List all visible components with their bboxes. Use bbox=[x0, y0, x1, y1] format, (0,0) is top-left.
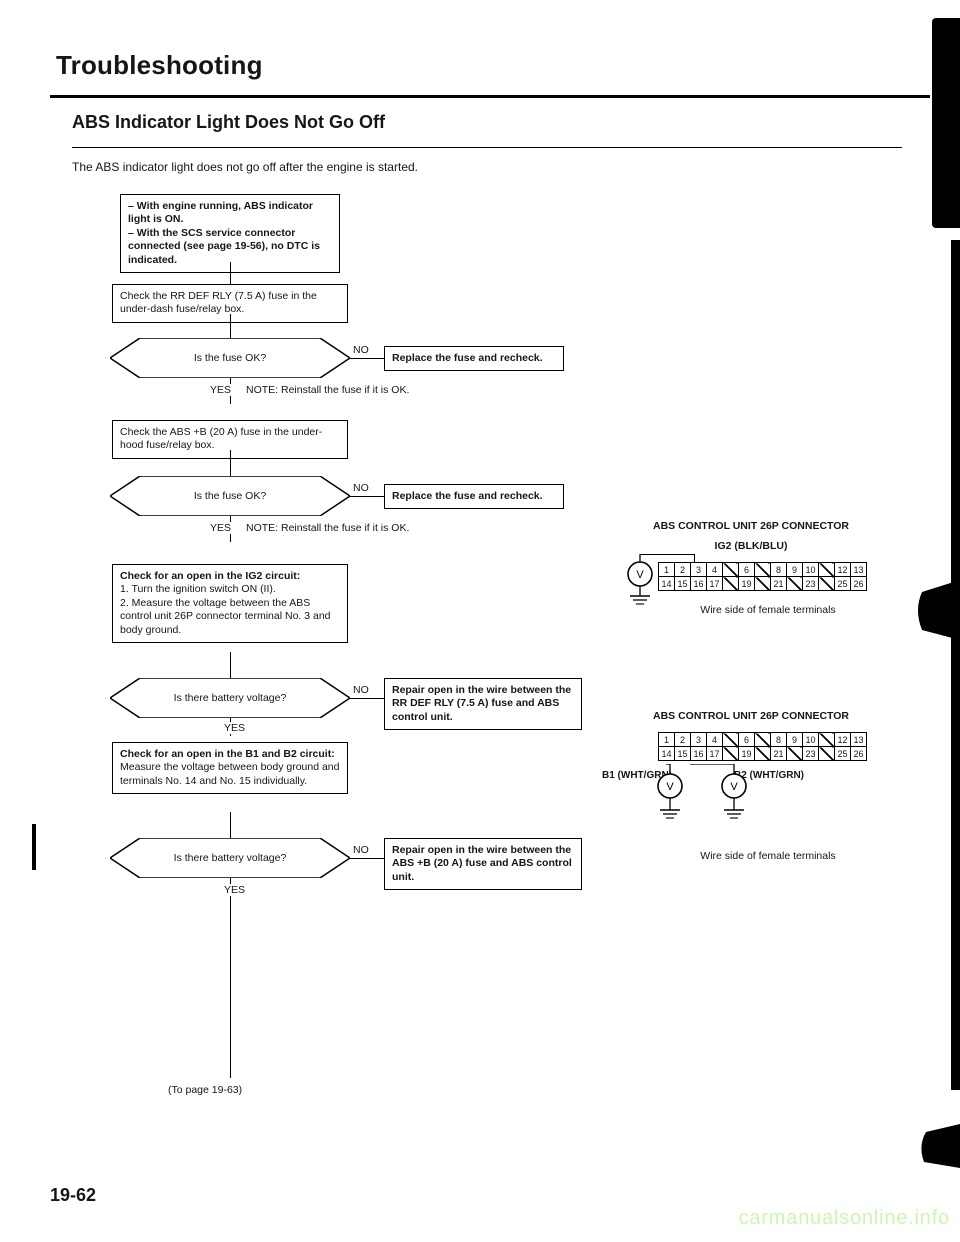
section-subtitle: The ABS indicator light does not go off … bbox=[72, 160, 930, 174]
connector-pin-table-1: 1234689101213141516171921232526 bbox=[658, 562, 867, 591]
reinstall-note-1: NOTE: Reinstall the fuse if it is OK. bbox=[246, 384, 409, 396]
check-rr-text: Check the RR DEF RLY (7.5 A) fuse in the… bbox=[120, 290, 317, 315]
page-title: Troubleshooting bbox=[56, 50, 930, 81]
edge-side-bar bbox=[951, 240, 960, 1090]
check-b1b2-head: Check for an open in the B1 and B2 circu… bbox=[120, 748, 335, 760]
left-edge-tick bbox=[32, 824, 36, 870]
edge-tab-mid bbox=[914, 580, 960, 640]
svg-text:V: V bbox=[636, 569, 644, 581]
no-label: NO bbox=[353, 344, 369, 356]
decision-voltage-1-text: Is there battery voltage? bbox=[110, 678, 350, 718]
connector-line bbox=[640, 554, 694, 555]
no-label: NO bbox=[353, 482, 369, 494]
edge-tab-bottom bbox=[918, 1124, 960, 1168]
no-label: NO bbox=[353, 684, 369, 696]
check-ig2-body: 1. Turn the ignition switch ON (II).2. M… bbox=[120, 583, 331, 635]
section-title: ABS Indicator Light Does Not Go Off bbox=[72, 112, 930, 133]
connector-line bbox=[230, 878, 231, 1078]
connector-title-1: ABS CONTROL UNIT 26P CONNECTOR bbox=[626, 520, 876, 532]
section-rule bbox=[72, 147, 902, 148]
decision-voltage-1: Is there battery voltage? bbox=[110, 678, 350, 718]
voltmeter-icon: V bbox=[620, 554, 660, 610]
connector-line bbox=[694, 554, 695, 562]
reinstall-note-2: NOTE: Reinstall the fuse if it is OK. bbox=[246, 522, 409, 534]
connector-line bbox=[350, 698, 384, 699]
wire-caption-1: Wire side of female terminals bbox=[658, 604, 878, 616]
connector-line bbox=[350, 858, 384, 859]
watermark: carmanualsonline.info bbox=[739, 1207, 950, 1230]
svg-text:V: V bbox=[666, 781, 674, 793]
decision-fuse-2: Is the fuse OK? bbox=[110, 476, 350, 516]
ig2-label: IG2 (BLK/BLU) bbox=[696, 540, 806, 552]
check-ig2-box: Check for an open in the IG2 circuit: 1.… bbox=[112, 564, 348, 643]
flowchart: – With engine running, ABS indicator lig… bbox=[60, 194, 920, 1184]
decision-voltage-2: Is there battery voltage? bbox=[110, 838, 350, 878]
connector-line bbox=[230, 812, 231, 838]
top-rule bbox=[50, 95, 930, 98]
decision-fuse-1-text: Is the fuse OK? bbox=[110, 338, 350, 378]
connector-line bbox=[230, 262, 231, 284]
repair-open-1: Repair open in the wire between the RR D… bbox=[384, 678, 582, 730]
no-label: NO bbox=[353, 844, 369, 856]
edge-tab-top bbox=[932, 18, 960, 228]
connector-line bbox=[230, 652, 231, 678]
connector-line bbox=[350, 496, 384, 497]
yes-label: YES bbox=[210, 384, 231, 396]
yes-label: YES bbox=[224, 722, 245, 734]
yes-label: YES bbox=[210, 522, 231, 534]
connector-line bbox=[230, 450, 231, 476]
page-number: 19-62 bbox=[50, 1185, 96, 1206]
decision-fuse-1: Is the fuse OK? bbox=[110, 338, 350, 378]
connector-line bbox=[230, 314, 231, 338]
repair-open-1-text: Repair open in the wire between the RR D… bbox=[392, 684, 571, 723]
start-text: – With engine running, ABS indicator lig… bbox=[128, 200, 320, 266]
decision-fuse-2-text: Is the fuse OK? bbox=[110, 476, 350, 516]
replace-fuse-2-text: Replace the fuse and recheck. bbox=[392, 490, 543, 502]
check-b1b2-body: Measure the voltage between body ground … bbox=[120, 761, 340, 786]
replace-fuse-1-text: Replace the fuse and recheck. bbox=[392, 352, 543, 364]
yes-label: YES bbox=[224, 884, 245, 896]
replace-fuse-2: Replace the fuse and recheck. bbox=[384, 484, 564, 509]
repair-open-2: Repair open in the wire between the ABS … bbox=[384, 838, 582, 890]
connector-line bbox=[350, 358, 384, 359]
connector-pin-table-2: 1234689101213141516171921232526 bbox=[658, 732, 867, 761]
connector-title-2: ABS CONTROL UNIT 26P CONNECTOR bbox=[626, 710, 876, 722]
svg-text:V: V bbox=[730, 781, 738, 793]
check-b1b2-box: Check for an open in the B1 and B2 circu… bbox=[112, 742, 348, 794]
repair-open-2-text: Repair open in the wire between the ABS … bbox=[392, 844, 572, 883]
to-page-ref: (To page 19-63) bbox=[168, 1084, 242, 1096]
wire-caption-2: Wire side of female terminals bbox=[658, 850, 878, 862]
voltmeter-pair-icon: V V bbox=[656, 764, 796, 836]
decision-voltage-2-text: Is there battery voltage? bbox=[110, 838, 350, 878]
check-ig2-head: Check for an open in the IG2 circuit: bbox=[120, 570, 300, 582]
replace-fuse-1: Replace the fuse and recheck. bbox=[384, 346, 564, 371]
check-abs-text: Check the ABS +B (20 A) fuse in the unde… bbox=[120, 426, 322, 451]
